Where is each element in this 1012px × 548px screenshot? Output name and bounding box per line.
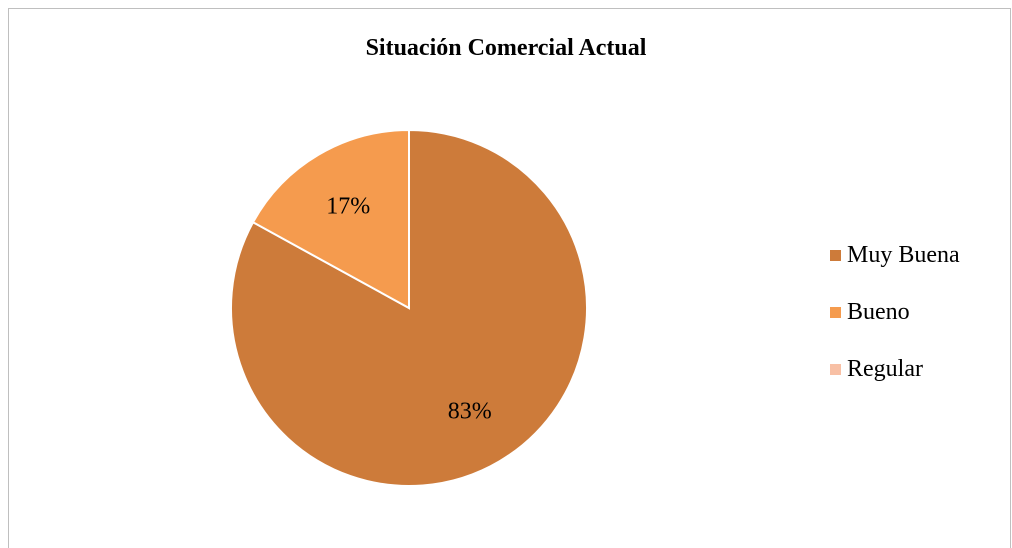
- legend-label-muy-buena: Muy Buena: [847, 241, 960, 268]
- pie-slice-bueno: [251, 128, 410, 310]
- legend-swatch-regular: [830, 363, 841, 375]
- legend: Muy Buena Bueno Regular: [830, 240, 960, 411]
- data-label-bueno: 17%: [326, 193, 370, 219]
- legend-swatch-muy-buena: [830, 249, 841, 261]
- legend-item-bueno: Bueno: [830, 297, 960, 327]
- legend-label-regular: Regular: [847, 355, 923, 382]
- legend-item-regular: Regular: [830, 354, 960, 384]
- pie-slices: [230, 128, 588, 487]
- chart-title: Situación Comercial Actual: [365, 35, 647, 61]
- pie-labels: 83% 17%: [326, 193, 491, 424]
- pie-slice-muy-buena: [230, 128, 588, 487]
- data-label-muy-buena: 83%: [448, 399, 492, 425]
- legend-swatch-bueno: [830, 306, 841, 318]
- pie-chart: 83% 17%: [230, 128, 588, 487]
- legend-item-muy-buena: Muy Buena: [830, 240, 960, 270]
- legend-label-bueno: Bueno: [847, 298, 910, 325]
